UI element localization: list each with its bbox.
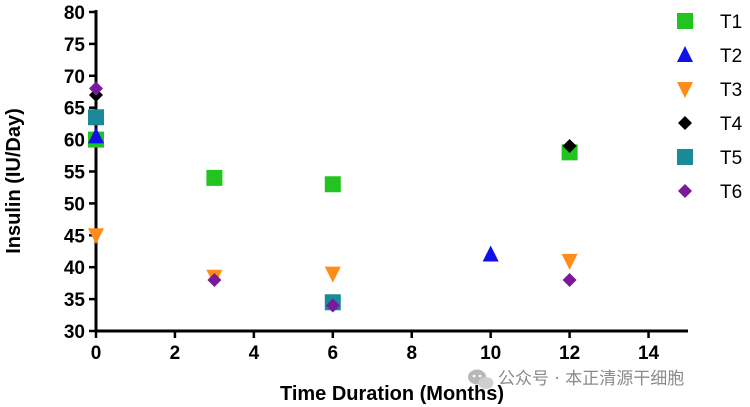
legend-label: T6 [720,182,742,203]
y-tick-label: 60 [64,131,85,152]
data-point [88,127,104,144]
legend-item-t6: T6 [678,182,742,203]
legend-label: T4 [720,114,743,135]
y-tick-label: 30 [64,322,85,343]
x-tick-label: 4 [249,343,260,364]
data-points [88,81,578,313]
legend-item-t4: T4 [678,114,743,135]
legend-marker [677,46,693,62]
data-point [206,169,223,186]
y-tick-label: 40 [64,258,85,279]
legend-marker [677,82,693,98]
data-point [207,272,222,287]
y-tick-label: 55 [64,163,86,184]
series-t6 [89,81,577,313]
y-tick-label: 50 [64,194,85,215]
x-tick-label: 8 [406,343,417,364]
x-tick-label: 6 [328,343,339,364]
data-point [562,272,577,287]
y-tick-label: 35 [64,290,86,311]
legend-marker [677,149,693,165]
series-t4 [89,87,577,153]
x-axis-title: Time Duration (Months) [280,383,504,405]
legend-item-t1: T1 [677,12,742,33]
legend-label: T5 [720,148,742,169]
series-t2 [88,127,499,262]
legend-item-t5: T5 [677,148,742,169]
legend: T1 T2 T3 T4 T5 T6 [677,12,743,203]
y-tick-label: 80 [64,3,85,24]
data-point [88,228,104,245]
legend-marker [677,13,693,29]
data-point [324,266,341,283]
legend-marker [678,184,692,198]
data-point [482,245,499,262]
legend-marker [678,116,692,130]
data-point [88,109,104,126]
watermark: 公众号 · 本正清源干细胞 [468,369,684,389]
data-point [89,81,103,96]
data-point [561,253,578,270]
y-tick-label: 45 [64,226,86,247]
x-tick-label: 2 [170,343,181,364]
data-point [562,138,577,153]
watermark-text: 公众号 · 本正清源干细胞 [498,369,684,389]
legend-label: T2 [720,46,742,67]
legend-label: T3 [720,80,742,101]
x-tick-label: 12 [559,343,580,364]
y-tick-label: 65 [64,99,86,120]
legend-item-t2: T2 [677,46,742,67]
legend-item-t3: T3 [677,80,742,101]
data-point [324,176,341,193]
y-tick-label: 70 [64,67,85,88]
data-point [325,298,340,313]
axes: 30 35 40 45 50 55 60 65 70 75 80 0 2 4 6 8 10 12 14 [64,3,688,364]
x-tick-label: 10 [480,343,501,364]
series-t3 [88,228,578,286]
wechat-icon [468,369,494,389]
x-tick-label: 14 [638,343,660,364]
x-tick-label: 0 [91,343,102,364]
series-t1 [88,131,578,193]
y-axis-title: Insulin (IU/Day) [3,108,25,254]
legend-label: T1 [720,12,742,33]
y-tick-label: 75 [64,35,86,56]
